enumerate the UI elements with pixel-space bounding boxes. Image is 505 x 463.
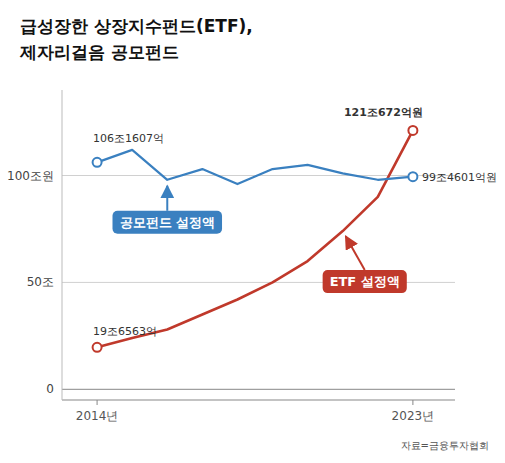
y-tick-label: 0 (46, 382, 54, 396)
value-label: 19조6563억 (93, 325, 157, 338)
grid-line (62, 389, 455, 390)
callout: ETF 설정액 (323, 236, 407, 293)
y-tick-label: 100조원 (7, 169, 54, 183)
title: 급성장한 상장지수펀드(ETF), (20, 16, 253, 36)
subtitle: 제자리걸음 공모펀드 (19, 42, 179, 62)
end-marker (93, 343, 102, 352)
series-line (97, 150, 413, 184)
background (0, 0, 505, 463)
callout-box (323, 270, 407, 293)
source-note: 자료=금융투자협회 (401, 440, 489, 451)
value-label: 106조1607억 (93, 132, 164, 145)
callout-label: ETF 설정액 (330, 274, 400, 289)
x-tick-label: 2014년 (76, 409, 119, 423)
plot-marks (93, 126, 418, 352)
callout-label: 공모펀드 설정액 (120, 215, 216, 230)
x-axis-line (62, 399, 455, 400)
y-axis-line (62, 90, 63, 400)
x-tick (412, 400, 413, 405)
callout-arrow (346, 236, 365, 270)
value-label: 99조4601억원 (422, 171, 497, 184)
end-marker (93, 158, 102, 167)
x-tick-label: 2023년 (392, 409, 435, 423)
x-tick (97, 400, 98, 405)
chart: 급성장한 상장지수펀드(ETF), 제자리걸음 공모펀드 0 50조 100조원 2014… (0, 0, 505, 463)
end-marker (408, 126, 417, 135)
callout-box (113, 211, 223, 234)
callout: 공모펀드 설정액 (113, 186, 223, 234)
series-line (97, 130, 413, 347)
callout-arrow (166, 186, 168, 211)
value-label: 121조672억원 (344, 106, 423, 119)
end-marker (408, 172, 417, 181)
y-tick-label: 50조 (27, 275, 54, 289)
